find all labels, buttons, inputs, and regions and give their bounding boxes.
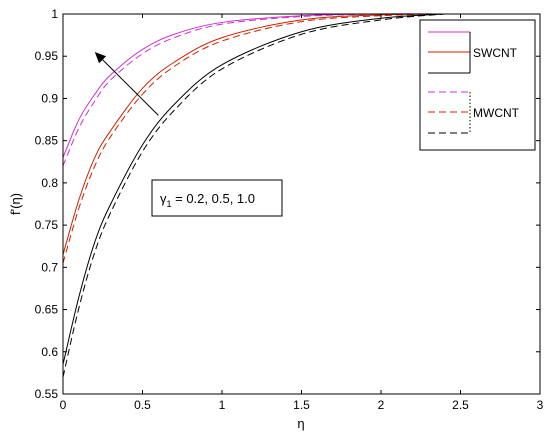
series-layer <box>62 13 445 378</box>
y-tick-label: 0.6 <box>41 345 58 359</box>
x-tick-label: 2.5 <box>452 398 469 412</box>
y-tick-label: 1 <box>51 7 58 21</box>
x-tick-label: 1 <box>219 398 226 412</box>
y-tick-label: 0.8 <box>41 176 58 190</box>
series-line-swcnt-3 <box>62 13 445 365</box>
x-tick-label: 2 <box>378 398 385 412</box>
legend-frame <box>419 19 536 151</box>
series-line-swcnt-2 <box>62 13 445 255</box>
annotation-text: γ1 = 0.2, 0.5, 1.0 <box>160 191 255 209</box>
x-tick-label: 1.5 <box>293 398 310 412</box>
x-tick-label: 0.5 <box>134 398 151 412</box>
legend-label-swcnt: SWCNT <box>473 46 518 60</box>
y-tick-label: 0.9 <box>41 91 58 105</box>
y-tick-label: 0.65 <box>35 303 59 317</box>
series-line-mwcnt-2 <box>62 13 445 264</box>
x-axis-label: η <box>297 416 304 431</box>
y-tick-label: 0.95 <box>35 49 59 63</box>
y-tick-label: 0.85 <box>35 134 59 148</box>
ticks-layer: 0 0.5 1 1.5 2 2.5 3 0.55 0.6 0.65 0.7 0.75 0.8 0.85 0.… <box>35 7 544 412</box>
arrow-line <box>102 59 159 116</box>
series-line-mwcnt-1 <box>62 13 445 167</box>
arrow-head <box>94 52 107 64</box>
x-tick-label: 0 <box>60 398 67 412</box>
series-line-mwcnt-3 <box>62 13 445 378</box>
y-tick-label: 0.7 <box>41 260 58 274</box>
y-tick-label: 0.75 <box>35 218 59 232</box>
legend-samples <box>428 31 470 134</box>
annotation-frame <box>151 179 283 217</box>
arrow-annotation <box>94 52 159 116</box>
y-tick-label: 0.55 <box>35 387 59 401</box>
legend-label-mwcnt: MWCNT <box>473 106 520 120</box>
x-tick-label: 3 <box>537 398 544 412</box>
legend: SWCNT MWCNT <box>419 19 536 151</box>
y-axis-label: f'(η) <box>8 193 23 215</box>
annotation-box: γ1 = 0.2, 0.5, 1.0 <box>151 179 283 217</box>
